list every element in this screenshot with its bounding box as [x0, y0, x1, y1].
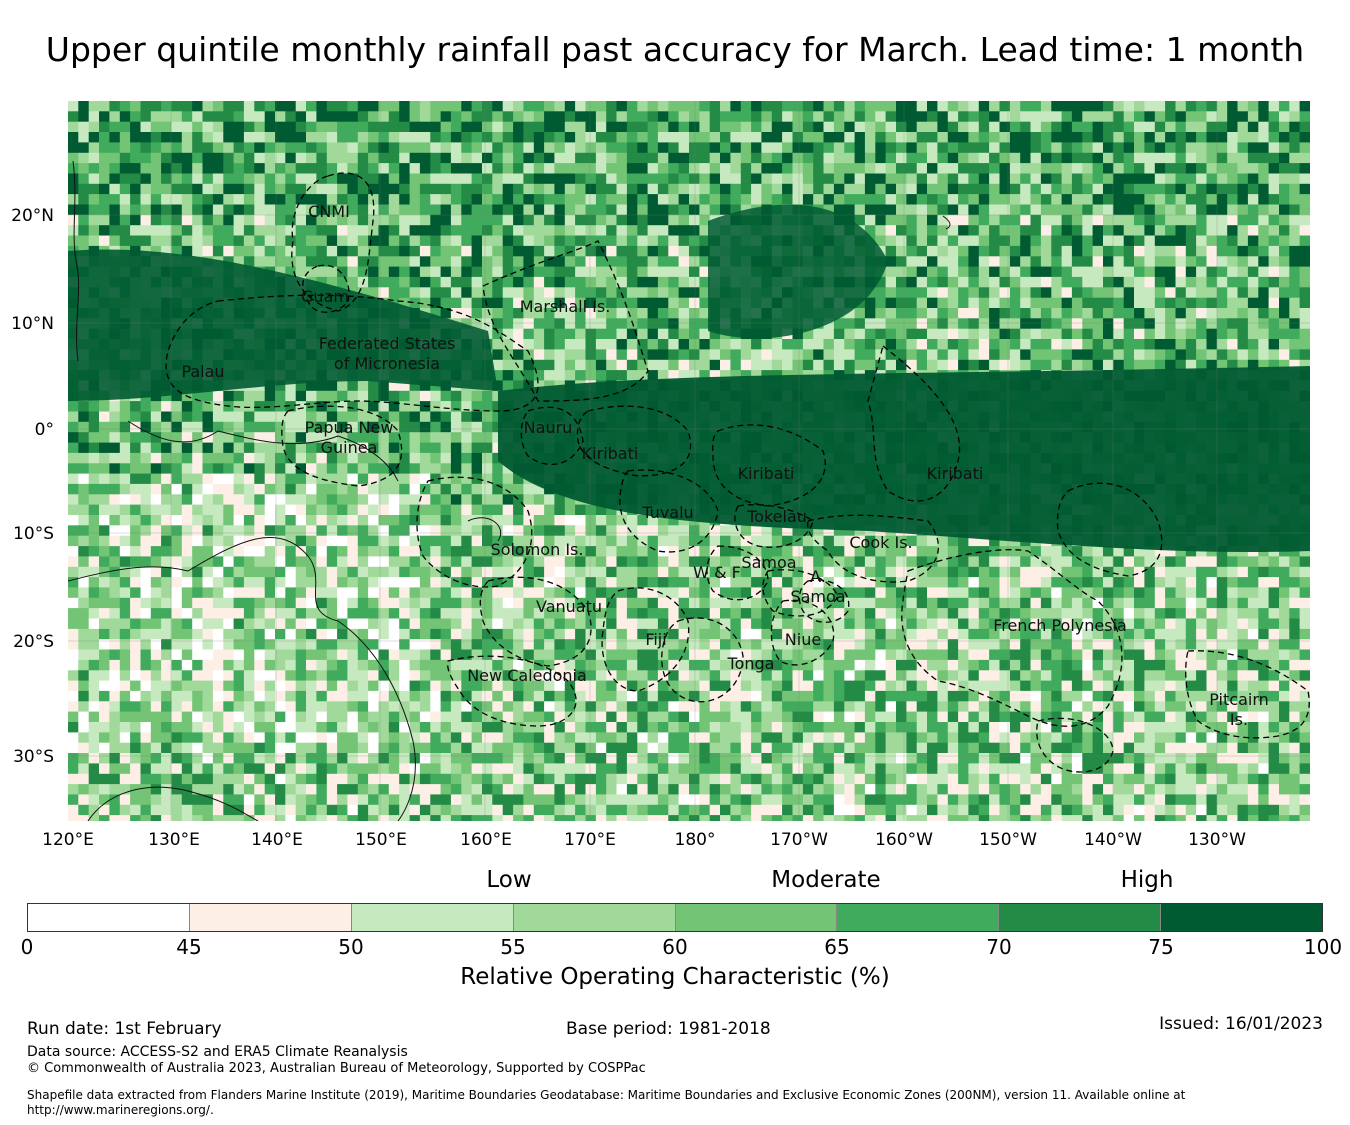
region-label-fiji: Fiji — [645, 630, 667, 649]
region-label-guam: Guam — [301, 287, 349, 306]
colorbar-tick: 65 — [824, 935, 850, 959]
region-label-tuvalu: Tuvalu — [642, 503, 694, 522]
region-label-pitcairn: Pitcairn Is. — [1209, 690, 1269, 730]
x-tick-label: 120°E — [42, 830, 94, 850]
colorbar-tick: 0 — [20, 935, 34, 959]
region-label-niue: Niue — [784, 630, 822, 649]
region-label-french-polynesia: French Polynesia — [993, 616, 1127, 635]
colorbar-segment-75-100 — [1161, 904, 1322, 931]
north-high-patch — [68, 249, 498, 401]
colorbar-segment-70-75 — [999, 904, 1162, 931]
x-tick-label: 180° — [674, 830, 716, 850]
colorbar-tick: 75 — [1148, 935, 1174, 959]
region-label-cook-islands: Cook Is. — [849, 533, 913, 552]
colorbar-segment-55-60 — [513, 904, 676, 931]
copyright: © Commonwealth of Australia 2023, Austra… — [27, 1061, 646, 1076]
band-label-moderate: Moderate — [771, 867, 881, 893]
map-canvas — [68, 101, 1310, 821]
x-tick-label: 130°E — [148, 830, 200, 850]
graticule — [68, 101, 1310, 821]
region-label-tokelau: Tokelau — [747, 507, 807, 526]
x-tick-label: 170°W — [770, 830, 828, 850]
colorbar-tick: 70 — [986, 935, 1012, 959]
colorbar-segment-0-45 — [28, 904, 190, 931]
colorbar-tick: 60 — [662, 935, 688, 959]
colorbar-segment-50-55 — [351, 904, 514, 931]
region-label-as-line1: A. — [810, 567, 826, 586]
y-tick-label: 0° — [34, 420, 54, 440]
region-label-tonga: Tonga — [727, 654, 775, 673]
band-label-high: High — [1120, 867, 1174, 893]
region-label-vanuatu: Vanuatu — [535, 597, 603, 616]
colorbar-tick: 45 — [176, 935, 202, 959]
region-label-nauru: Nauru — [523, 418, 573, 437]
region-label-pitcairn-line1: Pitcairn — [1209, 690, 1269, 709]
x-tick-label: 160°W — [875, 830, 933, 850]
x-tick-label: 130°W — [1188, 830, 1246, 850]
region-label-pitcairn-line2: Is. — [1229, 710, 1249, 729]
region-label-png-line2: Guinea — [320, 438, 378, 457]
issued-date: Issued: 16/01/2023 — [1159, 1014, 1323, 1034]
colorbar-title: Relative Operating Characteristic (%) — [460, 964, 890, 990]
x-tick-label: 140°E — [251, 830, 303, 850]
shapefile-credit: Shapefile data extracted from Flanders M… — [27, 1088, 1186, 1117]
region-label-samoa: Samoa — [741, 553, 797, 572]
x-tick-label: 160°E — [460, 830, 512, 850]
base-period: Base period: 1981-2018 — [566, 1019, 771, 1039]
colorbar-tick: 100 — [1303, 935, 1343, 959]
colorbar-segment-60-65 — [675, 904, 838, 931]
y-tick-label: 20°N — [11, 206, 54, 226]
run-date: Run date: 1st February — [27, 1019, 222, 1039]
x-tick-label: 140°W — [1084, 830, 1142, 850]
y-tick-label: 10°S — [13, 524, 54, 544]
colorbar-segment-45-50 — [189, 904, 352, 931]
eez-boundaries — [165, 172, 1310, 773]
rainfall-accuracy-map — [68, 101, 1310, 821]
y-tick-label: 10°N — [11, 314, 54, 334]
band-label-low: Low — [486, 867, 532, 893]
x-tick-label: 150°E — [355, 830, 407, 850]
y-tick-label: 20°S — [13, 632, 54, 652]
chart-title: Upper quintile monthly rainfall past acc… — [45, 30, 1305, 69]
colorbar — [27, 903, 1323, 932]
region-label-solomon-islands: Solomon Is. — [490, 540, 584, 559]
region-label-fsm: Federated States of Micronesia — [319, 334, 456, 374]
region-label-wallis-futuna: W & F — [693, 563, 741, 582]
region-label-as-line2: Samoa — [790, 587, 846, 606]
central-north-high-patch — [708, 204, 888, 339]
region-label-marshall-islands: Marshall Is. — [519, 297, 611, 316]
region-label-png: Papua New Guinea — [305, 418, 394, 458]
region-label-cnmi: CNMI — [308, 202, 350, 221]
region-label-palau: Palau — [181, 362, 225, 381]
x-tick-label: 150°W — [979, 830, 1037, 850]
region-label-kiribati-east: Kiribati — [926, 464, 984, 483]
region-label-fsm-line1: Federated States — [318, 334, 456, 353]
data-source: Data source: ACCESS-S2 and ERA5 Climate … — [27, 1044, 408, 1060]
region-label-png-line1: Papua New — [304, 418, 394, 437]
region-label-kiribati-central: Kiribati — [737, 464, 795, 483]
x-tick-label: 170°E — [564, 830, 616, 850]
colorbar-tick: 55 — [500, 935, 526, 959]
region-label-kiribati-west: Kiribati — [581, 444, 639, 463]
region-label-fsm-line2: of Micronesia — [333, 354, 441, 373]
y-tick-label: 30°S — [13, 747, 54, 767]
colorbar-tick: 50 — [338, 935, 364, 959]
colorbar-segment-65-70 — [837, 904, 1000, 931]
region-label-american-samoa: A. Samoa — [790, 567, 845, 607]
coastlines — [68, 160, 951, 821]
region-label-new-caledonia: New Caledonia — [467, 666, 587, 685]
